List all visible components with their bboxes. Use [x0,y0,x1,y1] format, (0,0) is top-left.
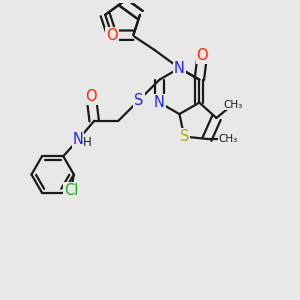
Text: O: O [196,48,208,63]
Text: H: H [83,136,92,149]
Text: CH₃: CH₃ [223,100,242,110]
Text: N: N [154,95,165,110]
Text: N: N [73,133,83,148]
Text: N: N [174,61,185,76]
Text: S: S [134,93,144,108]
Text: Cl: Cl [64,183,78,198]
Text: O: O [85,89,97,104]
Text: O: O [106,28,118,43]
Text: CH₃: CH₃ [219,134,238,144]
Text: S: S [179,129,189,144]
